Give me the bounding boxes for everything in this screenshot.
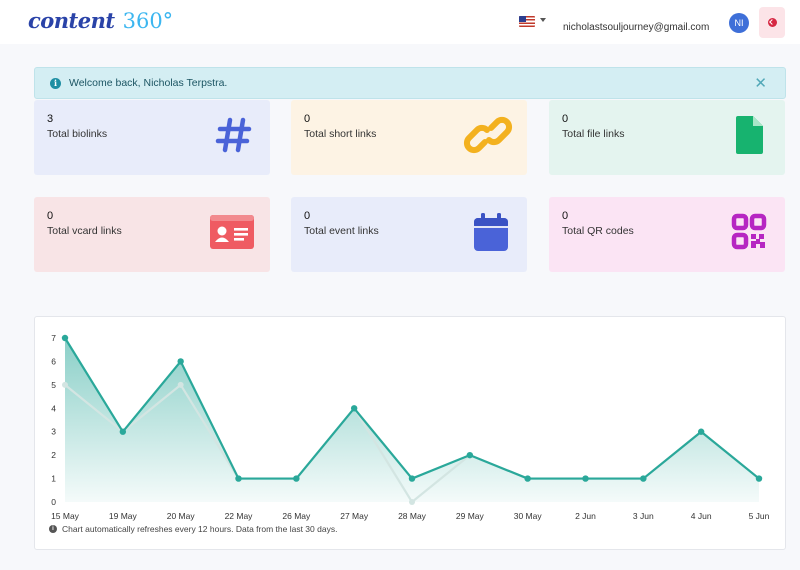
chevron-down-icon[interactable] — [540, 18, 546, 22]
x-tick-label: 27 May — [340, 511, 369, 521]
card-label: Total short links — [304, 128, 377, 140]
series-area — [65, 338, 759, 502]
card-value: 3 — [47, 113, 54, 125]
card-short-links[interactable]: 0 Total short links — [291, 100, 527, 175]
card-vcard-links[interactable]: 0 Total vcard links — [34, 197, 270, 272]
x-tick-label: 28 May — [398, 511, 427, 521]
card-value: 0 — [562, 113, 569, 125]
secondary-data-point — [177, 381, 184, 388]
card-event-links[interactable]: 0 Total event links — [291, 197, 527, 272]
y-tick-label: 4 — [51, 403, 56, 413]
y-tick-label: 3 — [51, 427, 56, 437]
x-tick-label: 30 May — [514, 511, 543, 521]
data-point — [119, 428, 127, 435]
data-point — [408, 475, 416, 482]
id-card-icon — [210, 215, 254, 249]
y-tick-label: 7 — [51, 333, 56, 343]
data-point — [755, 475, 763, 482]
welcome-alert: i Welcome back, Nicholas Terpstra. ✕ — [34, 67, 786, 99]
logout-button[interactable] — [759, 7, 785, 38]
brand-logo[interactable]: content 360° — [28, 8, 173, 36]
y-tick-label: 0 — [51, 497, 56, 507]
card-file-links[interactable]: 0 Total file links — [549, 100, 785, 175]
logo-number: 360° — [122, 9, 174, 33]
card-label: Total QR codes — [562, 225, 634, 237]
x-tick-label: 20 May — [167, 511, 196, 521]
x-tick-label: 22 May — [225, 511, 254, 521]
card-qr-codes[interactable]: 0 Total QR codes — [549, 197, 785, 272]
x-tick-label: 19 May — [109, 511, 138, 521]
chart-note: i Chart automatically refreshes every 12… — [49, 524, 337, 534]
info-icon: i — [49, 525, 57, 533]
secondary-data-point — [62, 381, 68, 388]
card-value: 0 — [47, 210, 54, 222]
card-biolinks[interactable]: 3 Total biolinks — [34, 100, 270, 175]
card-label: Total vcard links — [47, 225, 122, 237]
card-label: Total biolinks — [47, 128, 108, 140]
area-chart: 0 1 2 3 4 5 6 7 15 May 19 May 20 May 22 May 26 May 27… — [51, 333, 770, 521]
data-point — [61, 334, 69, 342]
x-tick-label: 15 May — [51, 511, 80, 521]
logo-word: content — [28, 8, 115, 33]
y-tick-label: 5 — [51, 380, 56, 390]
avatar[interactable]: NI — [729, 13, 749, 33]
top-header: content 360° nicholastsouljourney@gmail.… — [0, 0, 800, 44]
calendar-icon — [474, 213, 508, 251]
secondary-data-point — [409, 499, 415, 505]
data-point — [235, 475, 242, 482]
hashtag-icon — [215, 117, 252, 153]
user-email[interactable]: nicholastsouljourney@gmail.com — [563, 22, 710, 33]
data-point — [697, 428, 705, 435]
qr-code-icon — [731, 213, 767, 250]
x-tick-label: 2 Jun — [575, 511, 596, 521]
y-tick-label: 6 — [51, 356, 56, 366]
file-icon — [736, 116, 763, 154]
x-tick-label: 29 May — [456, 511, 485, 521]
card-label: Total file links — [562, 128, 625, 140]
data-point — [640, 475, 647, 482]
x-tick-label: 3 Jun — [633, 511, 654, 521]
activity-chart: 0 1 2 3 4 5 6 7 15 May 19 May 20 May 22 May 26 May 27… — [34, 316, 786, 550]
card-label: Total event links — [304, 225, 379, 237]
data-point — [350, 405, 358, 412]
y-tick-label: 1 — [51, 474, 56, 484]
data-point — [177, 358, 184, 365]
link-icon — [463, 116, 513, 154]
x-tick-label: 5 Jun — [749, 511, 770, 521]
us-flag-icon[interactable] — [519, 16, 535, 27]
x-tick-label: 4 Jun — [691, 511, 712, 521]
y-tick-label: 2 — [51, 450, 56, 460]
card-value: 0 — [562, 210, 569, 222]
info-icon: i — [50, 78, 61, 89]
data-point — [293, 475, 300, 482]
alert-message: Welcome back, Nicholas Terpstra. — [69, 77, 228, 89]
data-point — [582, 475, 589, 482]
chart-note-text: Chart automatically refreshes every 12 h… — [62, 524, 338, 534]
logout-icon — [767, 18, 777, 27]
x-tick-label: 26 May — [282, 511, 311, 521]
data-point — [524, 475, 531, 482]
card-value: 0 — [304, 113, 311, 125]
close-icon[interactable]: ✕ — [754, 74, 767, 92]
data-point — [466, 451, 474, 459]
card-value: 0 — [304, 210, 311, 222]
